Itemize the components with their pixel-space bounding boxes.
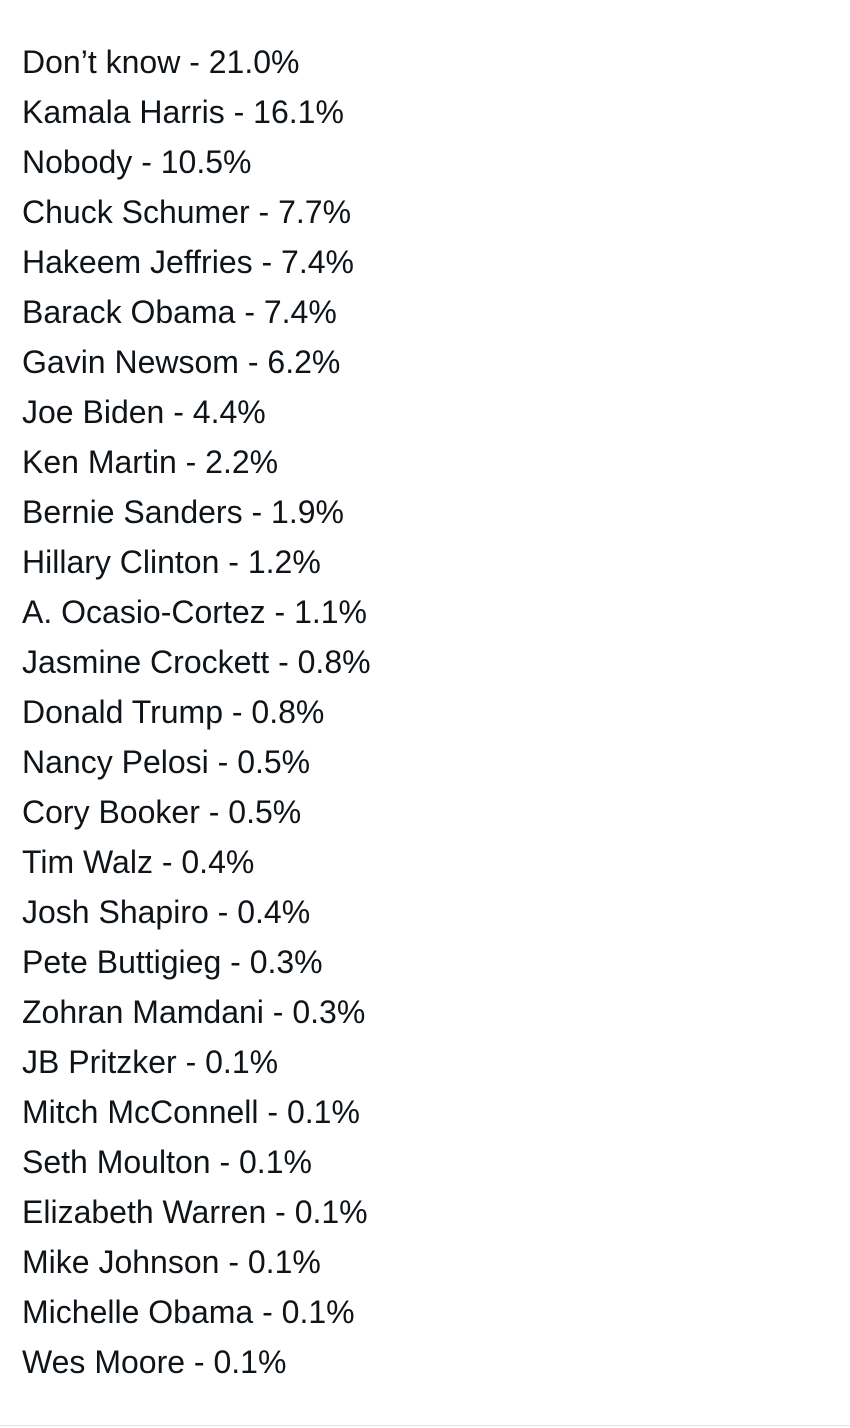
list-item: Nancy Pelosi - 0.5% bbox=[22, 744, 311, 780]
divider bbox=[0, 1425, 850, 1426]
list-item: Nobody - 10.5% bbox=[22, 144, 252, 180]
list-item: Kamala Harris - 16.1% bbox=[22, 94, 344, 130]
list-item: Joe Biden - 4.4% bbox=[22, 394, 266, 430]
list-item: JB Pritzker - 0.1% bbox=[22, 1044, 279, 1080]
list-item: Cory Booker - 0.5% bbox=[22, 794, 302, 830]
list-item: Hillary Clinton - 1.2% bbox=[22, 544, 321, 580]
list-item: Barack Obama - 7.4% bbox=[22, 294, 337, 330]
list-item: Ken Martin - 2.2% bbox=[22, 444, 279, 480]
list-item: Mike Johnson - 0.1% bbox=[22, 1244, 321, 1280]
results-list: Don’t know - 21.0% Kamala Harris - 16.1% N… bbox=[22, 37, 371, 1387]
list-item: Seth Moulton - 0.1% bbox=[22, 1144, 312, 1180]
list-item: Michelle Obama - 0.1% bbox=[22, 1294, 355, 1330]
list-item: Jasmine Crockett - 0.8% bbox=[22, 644, 371, 680]
list-item: Don’t know - 21.0% bbox=[22, 44, 300, 80]
list-item: Hakeem Jeffries - 7.4% bbox=[22, 244, 354, 280]
list-item: A. Ocasio-Cortez - 1.1% bbox=[22, 594, 367, 630]
list-item: Josh Shapiro - 0.4% bbox=[22, 894, 311, 930]
list-item: Tim Walz - 0.4% bbox=[22, 844, 255, 880]
list-item: Gavin Newsom - 6.2% bbox=[22, 344, 341, 380]
list-item: Wes Moore - 0.1% bbox=[22, 1344, 287, 1380]
list-item: Donald Trump - 0.8% bbox=[22, 694, 325, 730]
list-item: Mitch McConnell - 0.1% bbox=[22, 1094, 360, 1130]
list-item: Zohran Mamdani - 0.3% bbox=[22, 994, 366, 1030]
list-item: Bernie Sanders - 1.9% bbox=[22, 494, 344, 530]
list-item: Pete Buttigieg - 0.3% bbox=[22, 944, 323, 980]
list-item: Elizabeth Warren - 0.1% bbox=[22, 1194, 368, 1230]
list-item: Chuck Schumer - 7.7% bbox=[22, 194, 352, 230]
